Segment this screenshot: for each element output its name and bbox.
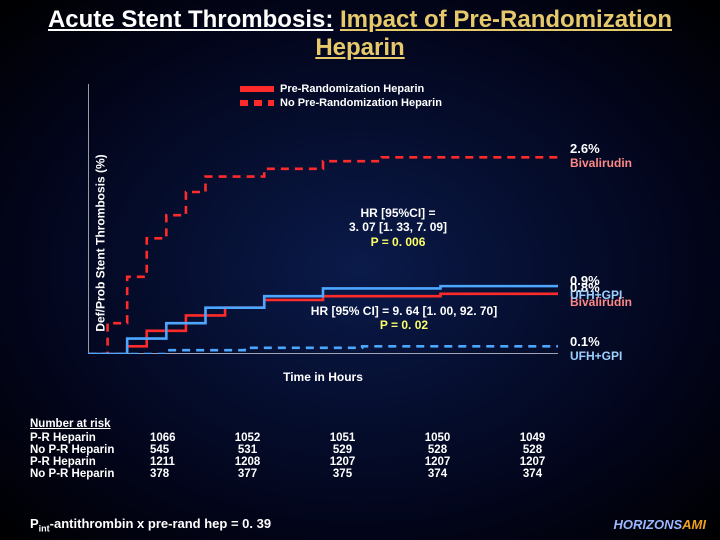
chart-area: Def/Prob Stent Thrombosis (%) Pre-Random…: [30, 78, 670, 408]
slide-title: Acute Stent Thrombosis: Impact of Pre-Ra…: [0, 0, 720, 61]
logo-ami: AMI: [682, 517, 706, 532]
title-gold: Impact of Pre-Randomization Heparin: [315, 6, 672, 61]
hr-annotation: HR [95%CI] =3. 07 [1. 33, 7. 09]P = 0. 0…: [298, 206, 498, 249]
series-end-label: 0.9%UFH+GPI: [570, 273, 622, 302]
series-end-label: 2.6%Bivalirudin: [570, 141, 632, 170]
risk-row: P-R Heparin10661052105110501049: [30, 432, 670, 444]
footer-text: Pint-antithrombin x pre-rand hep = 0. 39: [30, 516, 271, 534]
title-white: Acute Stent Thrombosis:: [48, 6, 333, 33]
risk-row: P-R Heparin12111208120712071207: [30, 456, 670, 468]
risk-row: No P-R Heparin545531529528528: [30, 444, 670, 456]
number-at-risk-table: Number at risk P-R Heparin10661052105110…: [30, 418, 670, 480]
logo-horizons: HORIZONS: [614, 517, 683, 532]
hr-annotation: HR [95% CI] = 9. 64 [1. 00, 92. 70]P = 0…: [304, 304, 504, 333]
logo: HORIZONSAMI: [614, 517, 706, 532]
risk-row: No P-R Heparin378377375374374: [30, 468, 670, 480]
series-end-label: 0.1%UFH+GPI: [570, 334, 622, 363]
x-axis-label: Time in Hours: [88, 370, 558, 384]
footer-rest: -antithrombin x pre-rand hep = 0. 39: [50, 516, 271, 531]
risk-header: Number at risk: [30, 418, 670, 430]
